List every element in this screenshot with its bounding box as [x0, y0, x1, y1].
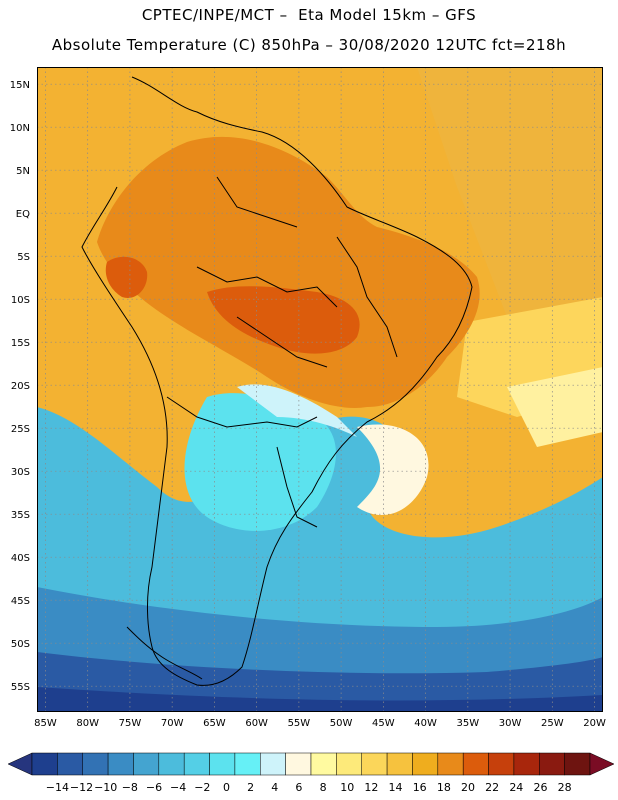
latitude-labels: 15N 10N 5N EQ 5S 10S 15S 20S 25S 30S 35S 40S 45S 50S 5…: [10, 80, 30, 693]
colorbar-swatch: [133, 752, 160, 776]
longitude-label: 65W: [203, 718, 226, 729]
colorbar-swatch: [564, 752, 591, 776]
colorbar-swatch: [234, 752, 261, 776]
colorbar-swatch: [336, 752, 362, 776]
colorbar-under-arrow: [7, 752, 33, 776]
colorbar-swatch: [285, 752, 312, 776]
latitude-label: 40S: [11, 553, 30, 564]
latitude-label: 25S: [11, 424, 30, 435]
colorbar-swatch: [260, 752, 286, 776]
latitude-label: 55S: [11, 682, 30, 693]
latitude-label: 15S: [11, 338, 30, 349]
latitude-label: 50S: [11, 639, 30, 650]
colorbar-swatch: [539, 752, 565, 776]
colorbar-swatch: [82, 752, 109, 776]
map-title-line2: Absolute Temperature (C) 850hPa – 30/08/…: [51, 36, 567, 54]
colorbar-label: 14: [389, 781, 403, 794]
latitude-label: 35S: [11, 510, 30, 521]
longitude-label: 20W: [583, 718, 606, 729]
latitude-label: 10N: [10, 123, 30, 134]
latitude-label: 5N: [16, 166, 30, 177]
colorbar-label: 0: [223, 781, 230, 794]
colorbar-label: −10: [94, 781, 117, 794]
colorbar-label: 4: [271, 781, 278, 794]
colorbar-label: 12: [364, 781, 378, 794]
longitude-label: 40W: [414, 718, 437, 729]
colorbar-swatch: [361, 752, 388, 776]
colorbar-swatch: [183, 752, 210, 776]
colorbar-swatch: [488, 752, 515, 776]
colorbar-label: 24: [509, 781, 523, 794]
colorbar-label: −12: [70, 781, 93, 794]
temperature-colorbar: −14 −12 −10 −8 −6 −4 −2 0 2 4 6 8 10 12 14 16 18 20 22 24 26…: [7, 752, 615, 794]
colorbar-label: 22: [485, 781, 499, 794]
colorbar-swatch: [412, 752, 439, 776]
latitude-label: 45S: [11, 596, 30, 607]
cyan-core: [184, 393, 336, 531]
pale-yellow-tongue: [507, 367, 603, 447]
colorbar-label: 20: [461, 781, 475, 794]
colorbar-swatch: [310, 752, 337, 776]
colorbar-label: −14: [46, 781, 69, 794]
longitude-label: 70W: [161, 718, 184, 729]
longitude-labels: 85W 80W 75W 70W 65W 60W 55W 50W 45W 40W 35W 30W 25W 2…: [34, 718, 606, 729]
colorbar-label: −8: [122, 781, 138, 794]
latitude-label: 20S: [11, 381, 30, 392]
longitude-label: 50W: [330, 718, 353, 729]
colorbar-label: 16: [413, 781, 427, 794]
temperature-map-canvas: [37, 67, 603, 712]
hot-core-amazon: [207, 286, 360, 354]
colorbar-label: −6: [146, 781, 162, 794]
longitude-label: 30W: [499, 718, 522, 729]
longitude-label: 85W: [34, 718, 57, 729]
light-cyan-edge: [237, 384, 357, 437]
colorbar-label: 28: [558, 781, 572, 794]
longitude-label: 55W: [288, 718, 311, 729]
colorbar-swatch: [107, 752, 134, 776]
colorbar-label: 8: [320, 781, 327, 794]
temperature-map[interactable]: [37, 67, 603, 712]
darkest-blue-edge: [37, 687, 603, 712]
colorbar-swatch: [158, 752, 185, 776]
latitude-label: 30S: [11, 467, 30, 478]
latitude-label: EQ: [16, 209, 30, 220]
coastlines-and-borders: [81, 76, 473, 686]
map-title-line1: CPTEC/INPE/MCT – Eta Model 15km – GFS: [141, 6, 477, 24]
longitude-label: 75W: [119, 718, 142, 729]
colorbar-swatch: [437, 752, 464, 776]
longitude-label: 25W: [541, 718, 564, 729]
latitude-label: 15N: [10, 80, 30, 91]
colorbar-label: 6: [295, 781, 302, 794]
longitude-label: 45W: [372, 718, 395, 729]
latitude-label: 5S: [17, 252, 30, 263]
colorbar-label: −2: [194, 781, 210, 794]
colorbar-swatch: [209, 752, 236, 776]
map-frame: [37, 67, 603, 712]
colorbar-over-arrow: [589, 752, 615, 776]
colorbar-label: 2: [247, 781, 254, 794]
colorbar-swatch: [462, 752, 489, 776]
colorbar-label: −4: [170, 781, 186, 794]
latitude-label: 10S: [11, 295, 30, 306]
longitude-label: 35W: [457, 718, 480, 729]
colorbar-swatch: [513, 752, 540, 776]
south-america-warm-land: [97, 136, 480, 408]
pale-cream-ring: [357, 424, 429, 516]
colorbar-label: 18: [437, 781, 451, 794]
colorbar-label: 10: [340, 781, 354, 794]
colorbar-label: 26: [533, 781, 547, 794]
longitude-label: 80W: [76, 718, 99, 729]
hot-core-west: [105, 256, 148, 298]
colorbar-swatch: [31, 752, 58, 776]
colorbar-swatch: [57, 752, 83, 776]
colorbar-swatch: [386, 752, 413, 776]
longitude-label: 60W: [245, 718, 268, 729]
